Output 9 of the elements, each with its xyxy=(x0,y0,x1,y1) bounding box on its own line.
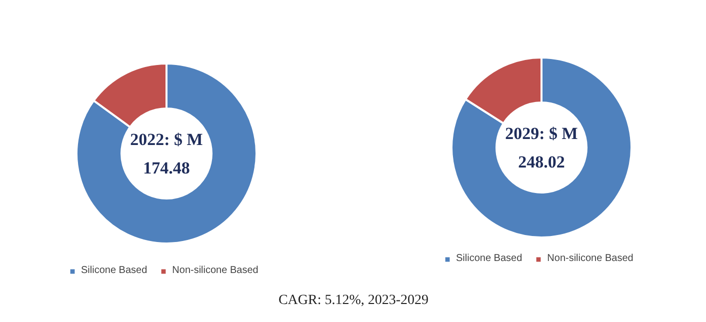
text: 174.48 xyxy=(143,158,190,178)
legend-label: Silicone Based xyxy=(456,253,522,264)
text: 248.02 xyxy=(518,152,565,172)
text: 2022: $ M xyxy=(130,130,203,149)
text: CAGR: 5.12%, 2023-2029 xyxy=(278,293,429,308)
legend-label: Non-silicone Based xyxy=(172,265,258,276)
legend-label: Non-silicone Based xyxy=(547,253,634,264)
text: 2029: $ M xyxy=(505,124,578,143)
legend-label: Silicone Based xyxy=(81,265,148,276)
